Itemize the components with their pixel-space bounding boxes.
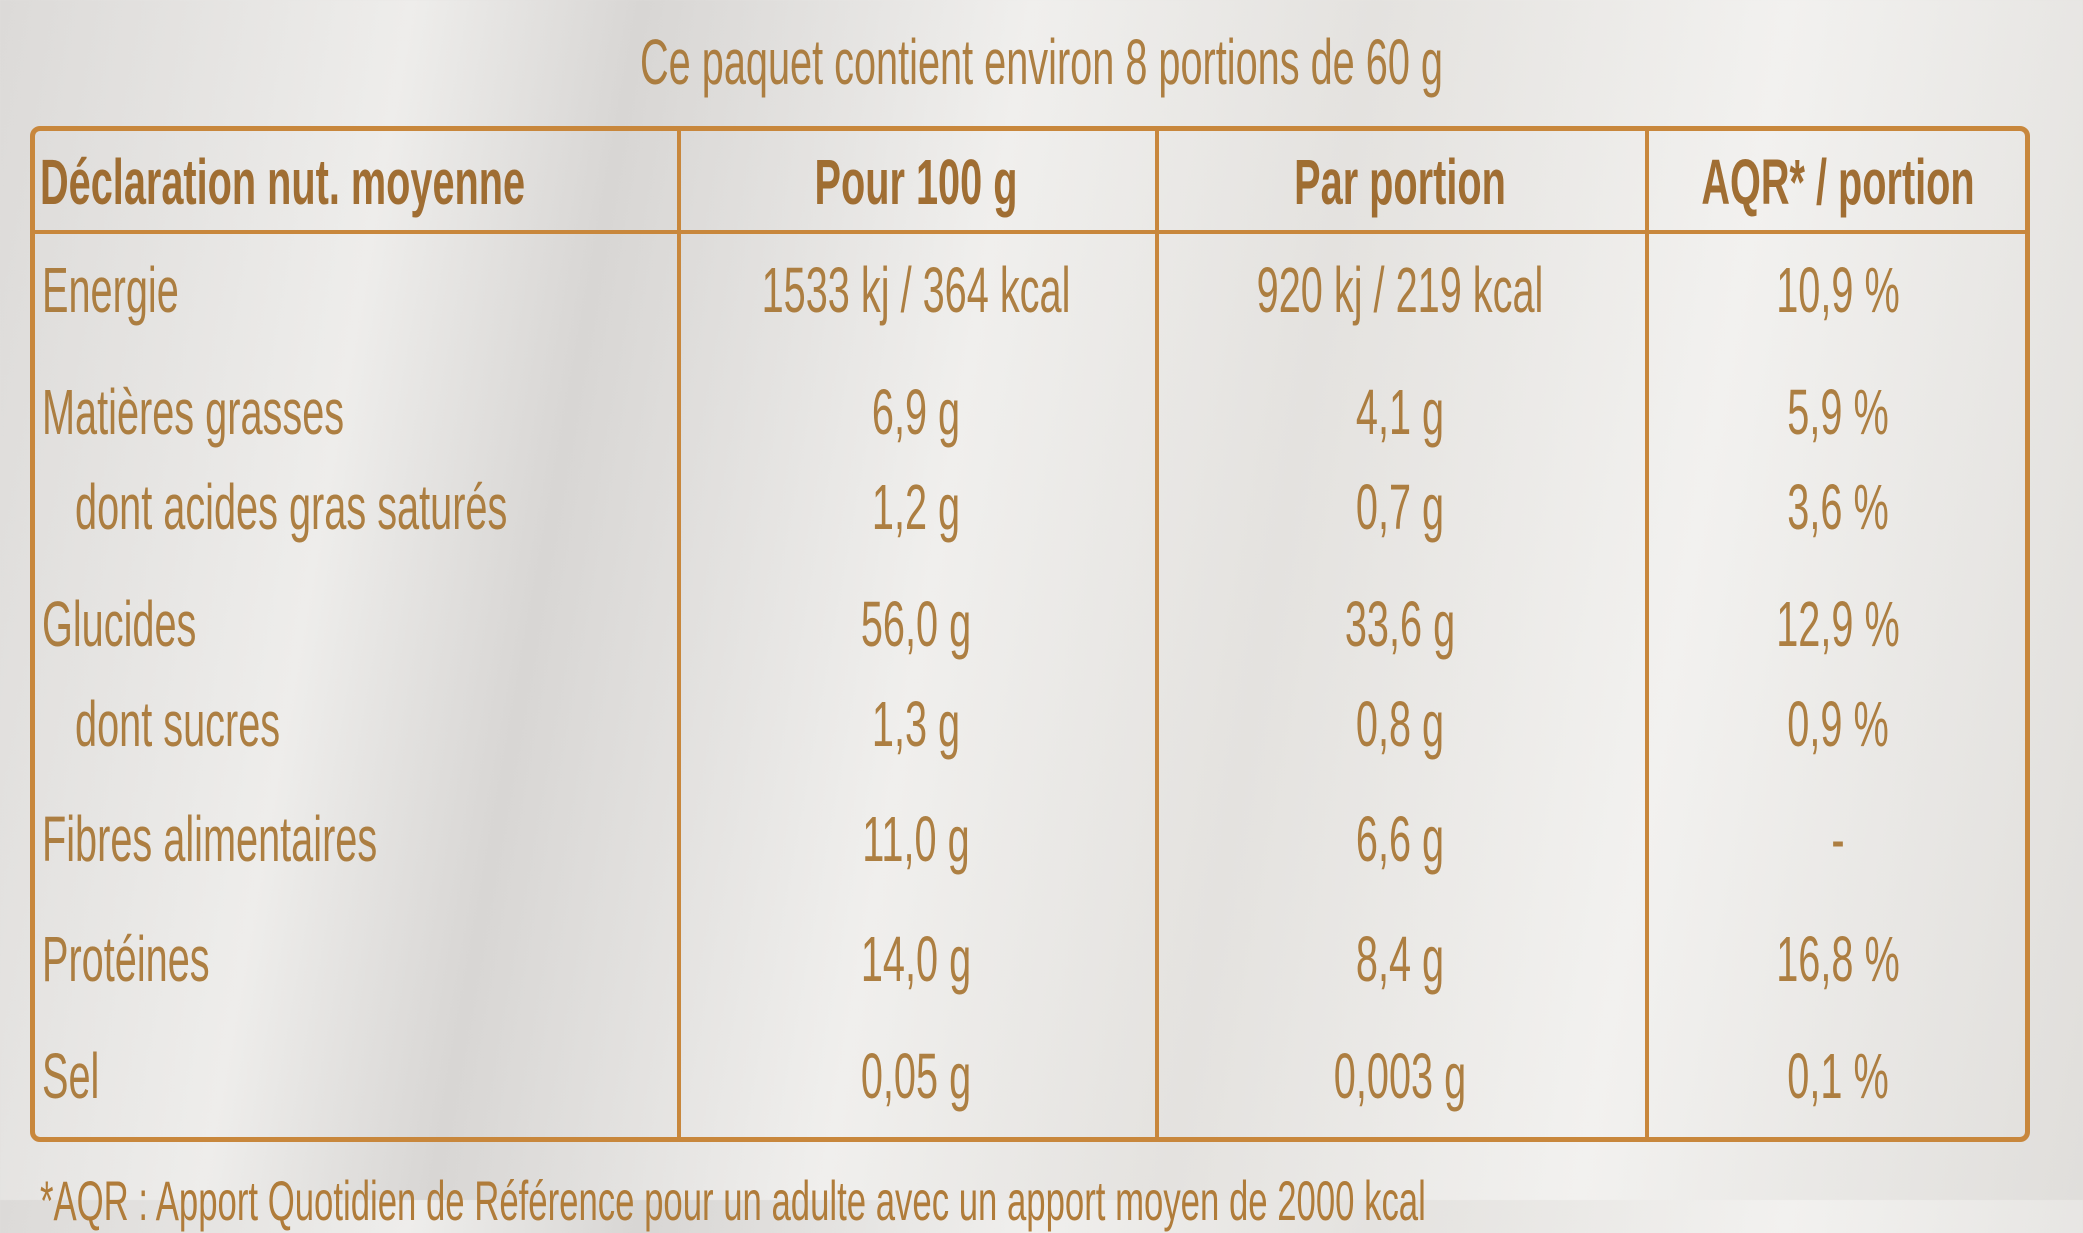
- row-label: Sel: [42, 1040, 100, 1112]
- row-label: Energie: [42, 254, 179, 326]
- row-per-portion: 33,6 g: [1344, 588, 1456, 660]
- row-aqr: 0,9 %: [1787, 688, 1889, 760]
- header-label: Déclaration nut. moyenne: [40, 146, 526, 218]
- column-divider: [1155, 126, 1159, 1142]
- row-aqr: 12,9 %: [1776, 588, 1900, 660]
- row-per-100g: 1,3 g: [871, 688, 961, 760]
- row-per-100g: 11,0 g: [862, 803, 970, 875]
- row-per-portion: 0,7 g: [1355, 471, 1445, 543]
- nutrition-table: [30, 126, 2030, 1142]
- row-label: Matières grasses: [42, 376, 345, 448]
- row-per-portion: 0,003 g: [1333, 1040, 1467, 1112]
- row-per-100g: 0,05 g: [860, 1040, 972, 1112]
- row-per-100g: 1,2 g: [871, 471, 961, 543]
- header-aqr: AQR* / portion: [1701, 146, 1975, 218]
- row-label: dont acides gras saturés: [75, 471, 508, 543]
- row-aqr: 3,6 %: [1787, 471, 1889, 543]
- row-per-portion: 8,4 g: [1355, 923, 1445, 995]
- row-aqr: 10,9 %: [1776, 254, 1900, 326]
- row-label: Glucides: [42, 588, 197, 660]
- row-per-portion: 0,8 g: [1355, 688, 1445, 760]
- column-divider: [1645, 126, 1649, 1142]
- row-per-portion: 6,6 g: [1355, 803, 1445, 875]
- row-per-portion: 4,1 g: [1355, 376, 1445, 448]
- column-divider: [677, 126, 681, 1142]
- row-label: Fibres alimentaires: [42, 803, 378, 875]
- row-per-100g: 56,0 g: [860, 588, 972, 660]
- servings-title: Ce paquet contient environ 8 portions de…: [640, 26, 1443, 98]
- row-aqr: -: [1831, 803, 1845, 875]
- row-per-portion: 920 kj / 219 kcal: [1256, 254, 1544, 326]
- header-per-portion: Par portion: [1294, 146, 1506, 218]
- row-per-100g: 1533 kj / 364 kcal: [761, 254, 1071, 326]
- row-label: Protéines: [42, 923, 210, 995]
- row-aqr: 0,1 %: [1787, 1040, 1889, 1112]
- row-aqr: 16,8 %: [1776, 923, 1900, 995]
- header-per-100g: Pour 100 g: [814, 146, 1018, 218]
- row-per-100g: 14,0 g: [860, 923, 972, 995]
- row-per-100g: 6,9 g: [871, 376, 961, 448]
- row-label: dont sucres: [75, 688, 281, 760]
- header-divider: [30, 230, 2030, 234]
- row-aqr: 5,9 %: [1787, 376, 1889, 448]
- footnote: *AQR : Apport Quotidien de Référence pou…: [40, 1169, 1426, 1232]
